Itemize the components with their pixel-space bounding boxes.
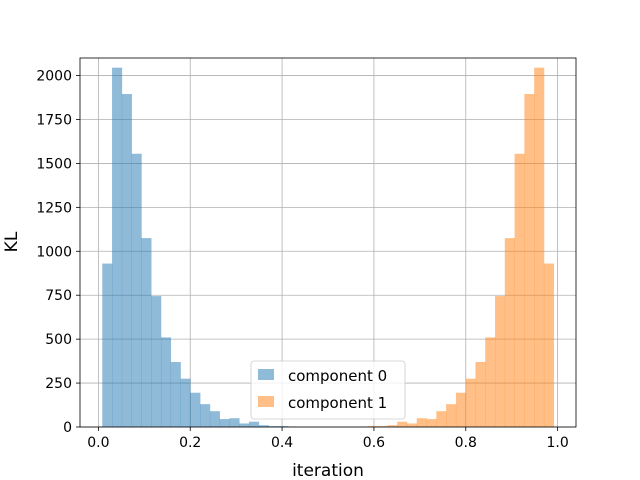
bar-component-1-bin-2 xyxy=(377,426,388,427)
bar-component-1-bin-7 xyxy=(426,419,437,427)
bar-component-1-bin-14 xyxy=(495,296,506,427)
y-tick-label: 0 xyxy=(63,420,72,436)
bar-component-1-bin-10 xyxy=(455,392,466,427)
bar-component-1-bin-8 xyxy=(436,411,447,427)
y-axis-label: KL xyxy=(2,231,22,252)
bar-component-0-bin-12 xyxy=(219,419,230,427)
bar-component-1-bin-18 xyxy=(534,67,545,428)
bar-component-1-bin-9 xyxy=(446,404,457,427)
bar-component-1-bin-16 xyxy=(514,153,525,427)
bar-component-0-bin-5 xyxy=(151,296,162,427)
y-tick-label: 750 xyxy=(45,288,72,304)
series-component-0 xyxy=(102,67,299,428)
x-tick-label: 1.0 xyxy=(546,435,568,451)
bar-component-1-bin-19 xyxy=(543,263,555,427)
bar-component-0-bin-9 xyxy=(190,392,201,427)
y-axis-ticks: 0 250 500 750 1000 1250 1500 1750 2000 xyxy=(36,69,80,436)
bar-component-0-bin-10 xyxy=(200,404,211,427)
y-tick-label: 1000 xyxy=(36,244,72,260)
bar-component-0-bin-4 xyxy=(141,238,152,427)
legend-label-component-0: component 0 xyxy=(288,367,387,385)
bar-component-0-bin-3 xyxy=(131,153,142,427)
x-axis-ticks: 0.0 0.2 0.4 0.6 0.8 1.0 xyxy=(87,427,569,451)
legend-swatch-component-1 xyxy=(258,396,274,407)
bar-component-0-bin-0 xyxy=(102,263,113,427)
y-tick-label: 2000 xyxy=(36,69,72,85)
legend-swatch-component-0 xyxy=(258,369,274,380)
bar-component-0-bin-17 xyxy=(268,426,279,427)
bar-component-1-bin-5 xyxy=(406,423,418,427)
bar-component-1-bin-6 xyxy=(416,418,427,427)
bar-component-1-bin-12 xyxy=(475,361,486,427)
bar-component-0-bin-18 xyxy=(278,426,289,427)
y-tick-label: 1750 xyxy=(36,113,72,129)
legend: component 0 component 1 xyxy=(250,360,406,420)
bar-component-1-bin-15 xyxy=(504,238,515,427)
bar-component-1-bin-17 xyxy=(524,94,535,428)
bar-component-0-bin-8 xyxy=(180,378,191,427)
bar-component-1-bin-11 xyxy=(465,378,476,427)
bar-component-0-bin-2 xyxy=(121,94,132,428)
legend-box xyxy=(250,360,406,420)
bar-component-0-bin-6 xyxy=(160,337,172,427)
series-component-1 xyxy=(358,67,555,428)
x-tick-label: 0.0 xyxy=(87,435,109,451)
bar-component-0-bin-16 xyxy=(258,425,269,427)
y-tick-label: 250 xyxy=(45,376,72,392)
legend-label-component-1: component 1 xyxy=(288,394,387,412)
bar-component-0-bin-7 xyxy=(170,361,181,427)
x-tick-label: 0.6 xyxy=(363,435,385,451)
bar-component-1-bin-3 xyxy=(387,425,398,427)
x-tick-label: 0.8 xyxy=(455,435,477,451)
x-tick-label: 0.2 xyxy=(179,435,201,451)
bar-component-0-bin-14 xyxy=(239,423,250,427)
plot-area: 0.0 0.2 0.4 0.6 0.8 1.0 0 250 500 750 1000 1250 150… xyxy=(36,57,577,451)
y-tick-label: 500 xyxy=(45,332,72,348)
x-tick-label: 0.4 xyxy=(271,435,293,451)
histogram-bars xyxy=(102,67,555,428)
bar-component-0-bin-13 xyxy=(229,418,240,427)
y-tick-label: 1250 xyxy=(36,200,72,216)
bar-component-0-bin-11 xyxy=(209,411,220,427)
bar-component-1-bin-4 xyxy=(397,421,408,427)
x-axis-label: iteration xyxy=(292,461,364,480)
y-tick-label: 1500 xyxy=(36,156,72,172)
bar-component-0-bin-15 xyxy=(249,421,260,427)
bar-component-1-bin-1 xyxy=(367,426,378,427)
axes-frame xyxy=(79,57,577,428)
bar-component-1-bin-13 xyxy=(485,337,496,427)
bar-component-0-bin-1 xyxy=(112,67,123,428)
